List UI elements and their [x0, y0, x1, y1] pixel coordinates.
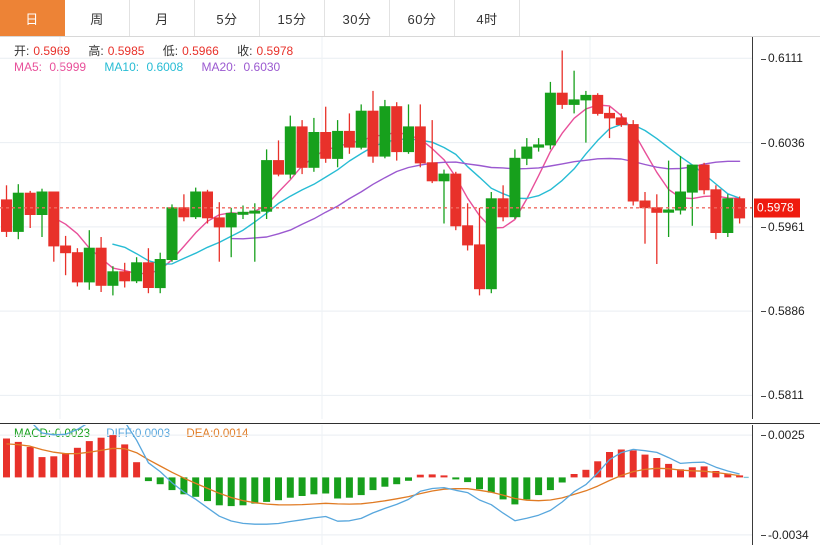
timeframe-tabbar: 日 周 月 5分 15分 30分 60分 4时 [0, 0, 820, 37]
price-tick: 0.6111 [761, 51, 803, 65]
open-value: 0.5969 [33, 44, 71, 58]
diff-value: 0.0003 [135, 428, 171, 440]
macd-svg [0, 425, 752, 545]
ma-legend: MA5: 0.5999 MA10: 0.6008 MA20: 0.6030 [14, 60, 295, 74]
tab-15min[interactable]: 15分 [260, 0, 325, 36]
candlestick-svg [0, 37, 752, 419]
macd-tick: 0.0025 [761, 428, 805, 442]
ma10-value: 0.6008 [146, 60, 184, 74]
price-chart-plot[interactable] [0, 37, 752, 419]
tab-4hour[interactable]: 4时 [455, 0, 520, 36]
macd-tick: -0.0034 [761, 528, 809, 542]
tab-label: 5分 [216, 11, 238, 27]
tab-label: 月 [155, 11, 169, 27]
tabbar-filler [520, 0, 820, 36]
current-price-tag: 0.5978 [754, 198, 800, 218]
price-tick: 0.6036 [761, 136, 805, 150]
price-axis: 0.6111 0.6036 0.5961 0.5886 0.5811 0.5978 [752, 37, 820, 419]
low-value: 0.5966 [182, 44, 219, 58]
ma5-label: MA5: [14, 60, 43, 74]
tab-label: 周 [90, 11, 104, 27]
price-tick: 0.5886 [761, 304, 805, 318]
tab-week[interactable]: 周 [65, 0, 130, 36]
tab-60min[interactable]: 60分 [390, 0, 455, 36]
open-label: 开: [14, 44, 30, 58]
tab-label: 30分 [342, 11, 372, 27]
macd-axis: 0.0025 -0.0034 [752, 425, 820, 545]
close-label: 收: [237, 44, 253, 58]
ma10-label: MA10: [104, 60, 140, 74]
high-value: 0.5985 [107, 44, 145, 58]
macd-legend: MACD:-0.0023 DIFF:0.0003 DEA:0.0014 [14, 428, 261, 440]
tab-month[interactable]: 月 [130, 0, 195, 36]
high-label: 高: [88, 44, 104, 58]
tab-30min[interactable]: 30分 [325, 0, 390, 36]
ma20-value: 0.6030 [243, 60, 281, 74]
dea-label: DEA: [186, 428, 214, 440]
ma5-value: 0.5999 [49, 60, 87, 74]
tab-label: 15分 [277, 11, 307, 27]
tab-label: 日 [25, 11, 39, 27]
dea-value: 0.0014 [213, 428, 249, 440]
ohlc-legend: 开: 0.5969 高: 0.5985 低: 0.5966 收: 0.5978 [14, 42, 308, 59]
tab-5min[interactable]: 5分 [195, 0, 260, 36]
ma20-label: MA20: [201, 60, 237, 74]
macd-value: -0.0023 [51, 428, 91, 440]
macd-label: MACD: [14, 428, 52, 440]
panel-divider [0, 423, 820, 424]
macd-chart-plot[interactable] [0, 425, 752, 545]
close-value: 0.5978 [256, 44, 294, 58]
price-tick: 0.5811 [761, 388, 804, 402]
low-label: 低: [162, 44, 179, 58]
tab-label: 4时 [476, 11, 498, 27]
tab-day[interactable]: 日 [0, 0, 65, 36]
price-tick: 0.5961 [761, 220, 805, 234]
tab-label: 60分 [407, 11, 437, 27]
